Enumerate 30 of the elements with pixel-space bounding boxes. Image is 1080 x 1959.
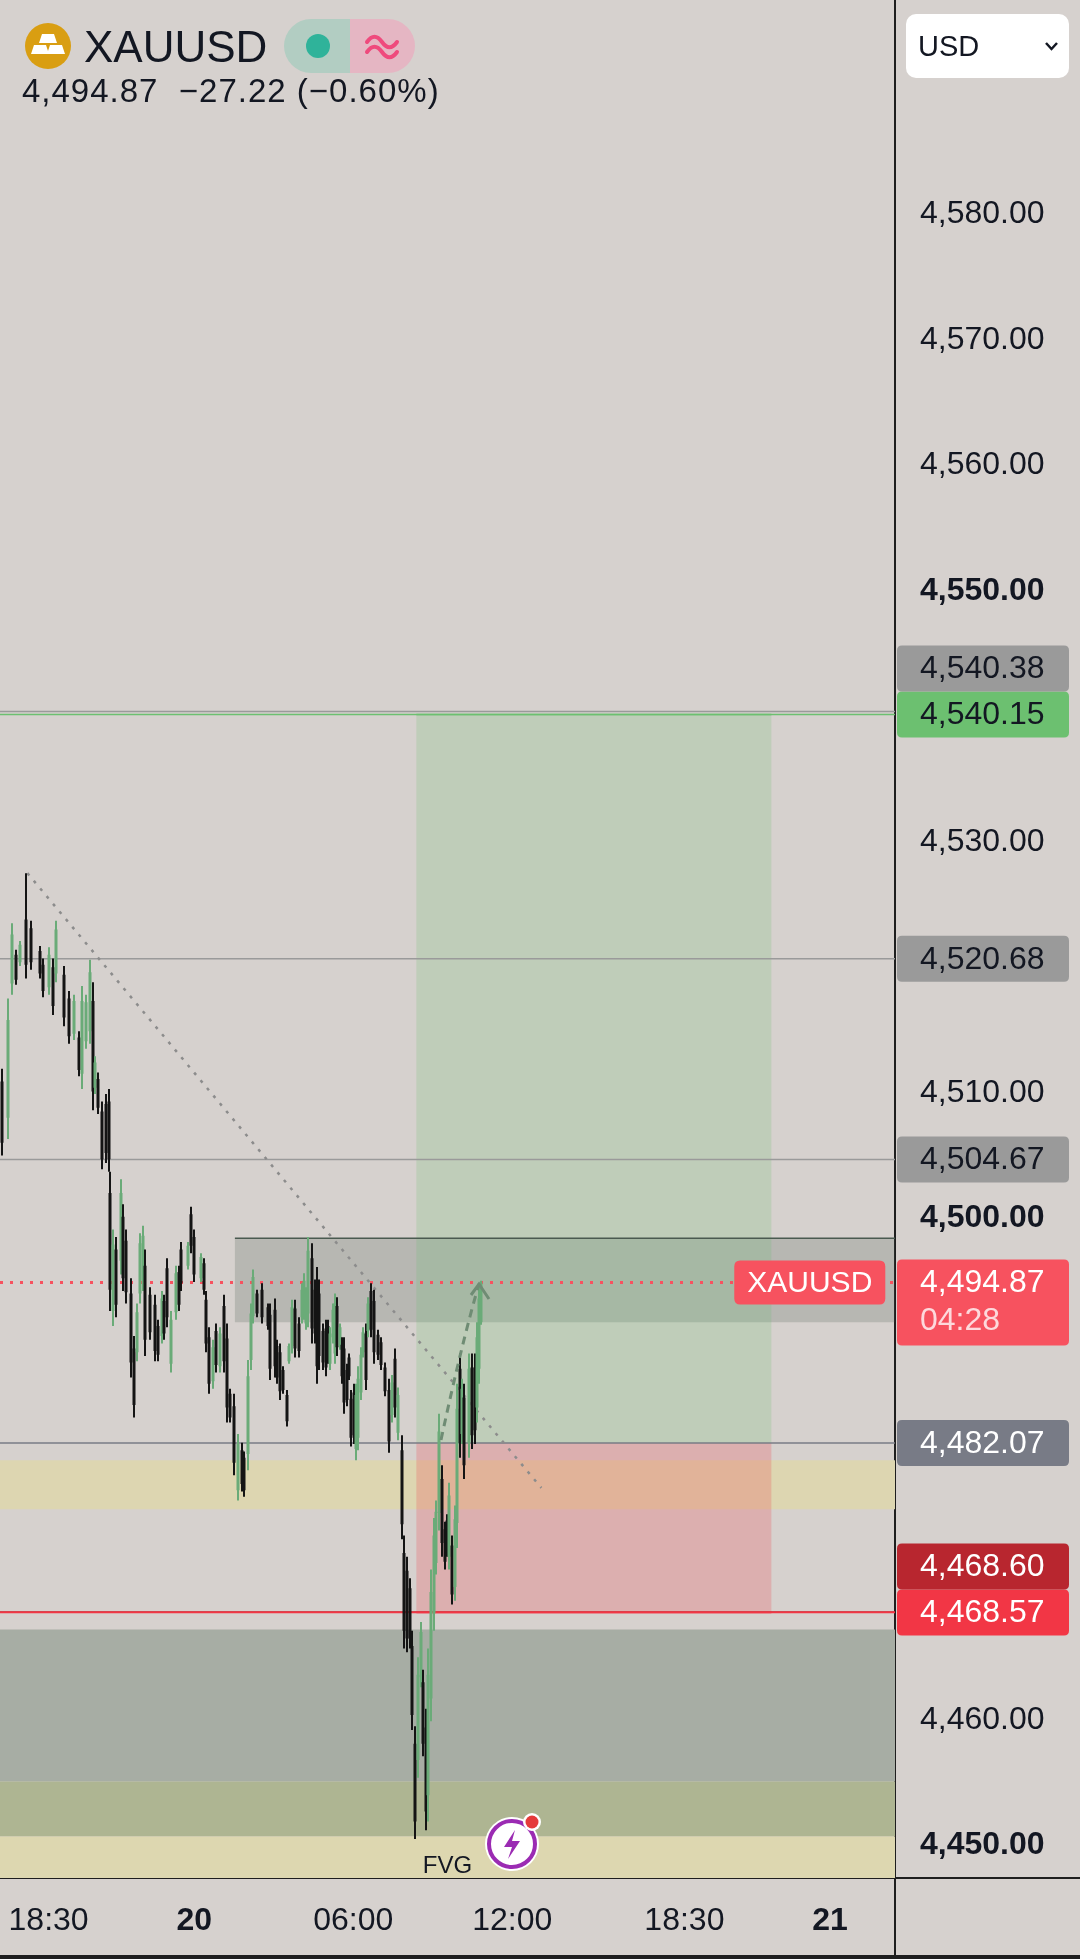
y-tick-label: 4,550.00 [920,570,1045,607]
y-tick-label: 4,500.00 [920,1197,1045,1234]
x-tick-label: 18:30 [644,1901,725,1938]
x-tick-label: 06:00 [313,1901,394,1938]
band-label: FVG [422,1851,473,1878]
x-tick-label: 18:30 [8,1901,89,1938]
x-tick-label: 20 [176,1901,213,1938]
currency-dropdown: USD [906,14,1069,78]
ref-line-label: 4,504.67 [920,1140,1045,1177]
y-tick-label: 4,510.00 [920,1072,1045,1109]
ref-line-label: 4,494.87 [920,1263,1045,1300]
annotation: XAUUSD [747,1264,873,1298]
x-tick-label: 12:00 [472,1901,553,1938]
y-tick-label: 4,570.00 [920,319,1045,356]
y-tick-label: 4,580.00 [920,194,1045,231]
ref-line-label: 4,468.57 [920,1593,1045,1630]
y-tick-label: 4,460.00 [920,1699,1045,1736]
ref-line-label: 4,482.07 [920,1423,1045,1460]
text: 4,494.87 −27.22 (−0.60%) [22,71,440,111]
ref-line-label: 4,468.60 [920,1547,1045,1584]
ref-line-label: 4,520.68 [920,939,1045,976]
x-tick-label: 21 [812,1901,848,1938]
y-axis-title: USD [918,29,980,64]
text: XAUUSD [84,21,268,73]
y-tick-label: 4,560.00 [920,445,1045,482]
ref-line-label: 4,540.15 [920,695,1045,732]
ref-line-label: 4,540.38 [920,649,1045,686]
y-tick-label: 4,450.00 [920,1825,1045,1862]
y-tick-label: 4,530.00 [920,821,1045,858]
text: 04:28 [920,1301,1001,1338]
